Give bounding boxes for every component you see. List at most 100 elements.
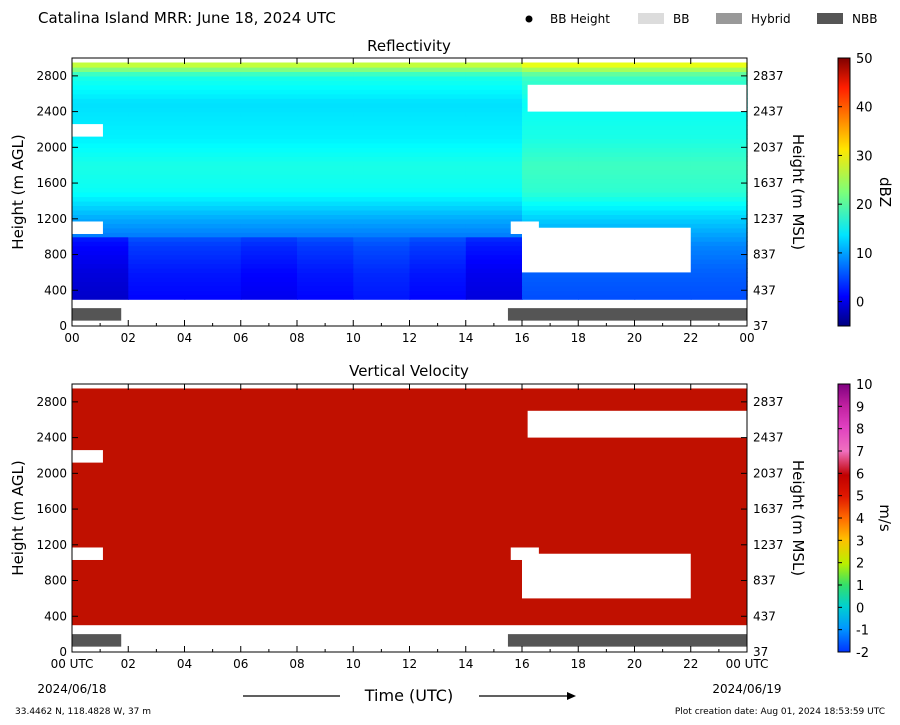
heatmap-cell <box>578 200 636 206</box>
heatmap-cell <box>128 89 186 95</box>
heatmap-cell <box>578 151 636 157</box>
heatmap-cell <box>522 183 579 189</box>
heatmap-cell <box>409 169 467 175</box>
heatmap-cell <box>240 285 298 291</box>
heatmap-cell <box>690 111 748 117</box>
heatmap-cell <box>240 245 298 251</box>
heatmap-cell <box>578 178 636 184</box>
y-tick-label: 1200 <box>36 212 67 226</box>
heatmap-cell <box>240 147 298 153</box>
heatmap-cell <box>353 223 411 229</box>
heatmap-cell <box>522 165 579 171</box>
heatmap-cell <box>184 254 242 260</box>
heatmap-cell <box>72 84 129 90</box>
heatmap-cell <box>409 281 467 287</box>
heatmap-cell <box>353 178 411 184</box>
velocity-colorbar-label: m/s <box>876 504 894 532</box>
heatmap-cell <box>578 187 636 193</box>
heatmap-cell <box>634 160 692 166</box>
heatmap-cell <box>128 205 186 211</box>
heatmap-cell <box>465 133 523 139</box>
colorbar-tick-label: 2 <box>856 557 864 572</box>
heatmap-cell <box>353 276 411 282</box>
x-tick-label: 00 UTC <box>51 657 94 671</box>
heatmap-cell <box>184 285 242 291</box>
heatmap-cell <box>409 111 467 117</box>
heatmap-cell <box>128 290 186 296</box>
heatmap-cell <box>522 75 579 81</box>
heatmap-cell <box>184 227 242 233</box>
heatmap-cell <box>184 236 242 242</box>
heatmap-cell <box>240 200 298 206</box>
legend-nbb-swatch <box>817 13 843 24</box>
heatmap-cell <box>634 71 692 77</box>
heatmap-cell <box>72 138 129 144</box>
heatmap-cell <box>409 236 467 242</box>
heatmap-cell <box>578 147 636 153</box>
heatmap-cell <box>240 209 298 215</box>
heatmap-cell <box>690 160 748 166</box>
heatmap-cell <box>184 71 242 77</box>
y-tick-label: 2800 <box>36 395 67 409</box>
heatmap-cell <box>690 71 748 77</box>
heatmap-cell <box>634 116 692 122</box>
heatmap-cell <box>240 107 298 113</box>
y-tick-label: 0 <box>59 645 67 659</box>
heatmap-cell <box>522 290 579 296</box>
heatmap-cell <box>522 169 579 175</box>
heatmap-cell <box>690 259 748 265</box>
heatmap-cell <box>184 120 242 126</box>
heatmap-cell <box>353 147 411 153</box>
heatmap-cell <box>465 250 523 256</box>
heatmap-cell <box>72 75 129 81</box>
heatmap-cell <box>409 232 467 238</box>
heatmap-cell <box>690 133 748 139</box>
heatmap-cell <box>297 218 354 224</box>
heatmap-cell <box>353 290 411 296</box>
colorbar-tick-label: 0 <box>856 296 864 311</box>
heatmap-cell <box>297 227 354 233</box>
heatmap-cell <box>72 80 129 86</box>
y2-tick-label: 837 <box>753 574 776 588</box>
heatmap-cell <box>409 125 467 131</box>
heatmap-cell <box>128 272 186 278</box>
legend-bb-height-marker <box>525 15 533 23</box>
heatmap-cell <box>128 254 186 260</box>
heatmap-cell <box>240 267 298 273</box>
heatmap-cell <box>578 272 636 278</box>
heatmap-cell <box>297 129 354 135</box>
y2-tick-label: 437 <box>753 283 776 297</box>
heatmap-cell <box>634 165 692 171</box>
heatmap-cell <box>240 232 298 238</box>
y-tick-label: 400 <box>44 609 67 623</box>
heatmap-cell <box>409 93 467 99</box>
heatmap-cell <box>409 227 467 233</box>
heatmap-cell <box>465 116 523 122</box>
heatmap-cell <box>353 169 411 175</box>
heatmap-cell <box>465 71 523 77</box>
x-tick-label: 20 <box>627 331 642 345</box>
heatmap-cell <box>409 120 467 126</box>
heatmap-cell <box>353 93 411 99</box>
heatmap-cell <box>72 290 129 296</box>
heatmap-cell <box>72 285 129 291</box>
heatmap-cell <box>240 125 298 131</box>
creation-date-text: Plot creation date: Aug 01, 2024 18:53:5… <box>675 707 885 717</box>
heatmap-cell <box>353 209 411 215</box>
heatmap-cell <box>690 232 748 238</box>
heatmap-cell <box>578 125 636 131</box>
heatmap-cell <box>690 227 748 233</box>
heatmap-cell <box>465 290 523 296</box>
heatmap-cell <box>465 80 523 86</box>
colorbar-tick-label: 7 <box>856 445 864 460</box>
heatmap-cell <box>634 169 692 175</box>
heatmap-cell <box>634 196 692 202</box>
colorbar-tick-label: 20 <box>856 198 873 213</box>
heatmap-cell <box>128 192 186 198</box>
heatmap-cell <box>297 165 354 171</box>
heatmap-cell <box>240 259 298 265</box>
heatmap-cell <box>634 138 692 144</box>
heatmap-cell <box>353 84 411 90</box>
